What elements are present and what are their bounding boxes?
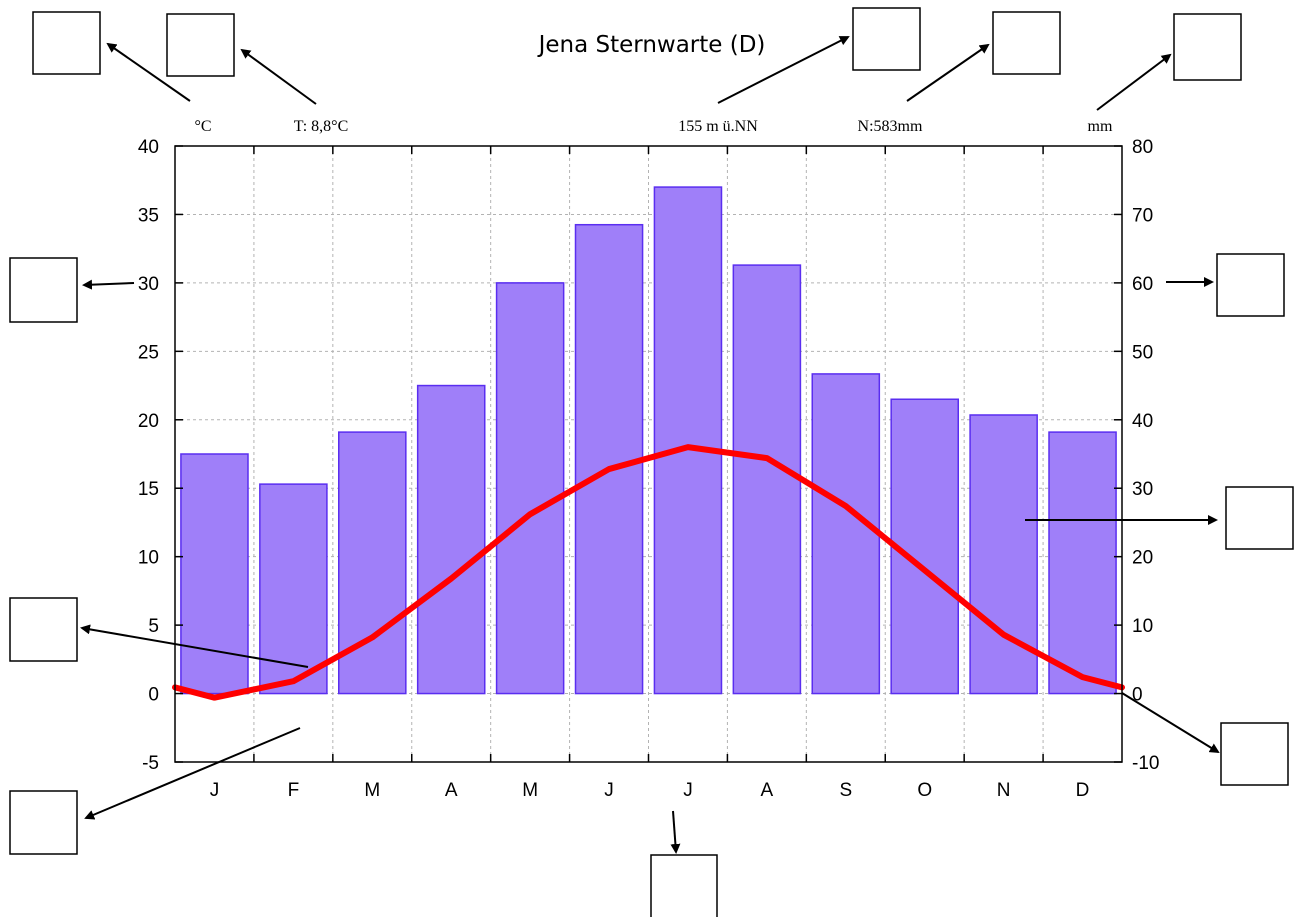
arrow-left-axis [82,279,135,290]
answer-box-location[interactable] [852,7,921,71]
precipitation-bar [1048,431,1117,695]
grid [175,146,1122,762]
answer-box-zero-line[interactable] [9,790,78,855]
answer-box-precipitation[interactable] [992,11,1061,75]
right-axis-labels: -10 0 10 20 30 40 50 60 70 80 [1132,137,1159,774]
left-axis-labels: -5 0 5 10 15 20 25 30 35 40 [138,137,159,774]
left-tick-label: 40 [138,137,159,158]
precipitation-bar [259,483,328,695]
temperature-line-layer [172,444,1125,701]
month-label: A [445,780,458,801]
worksheet-annotations [9,7,1294,917]
precipitation-bar [732,264,802,695]
arrow-location [717,36,850,104]
precipitation-bar [495,282,565,695]
precipitation-bar [338,431,407,695]
month-label: M [364,780,380,801]
answer-box-right-zero[interactable] [1220,722,1289,786]
answer-box-right-unit[interactable] [1173,13,1242,81]
right-tick-label: 70 [1132,205,1153,226]
arrow-right-zero [1121,692,1220,754]
precipitation-bar [969,414,1038,695]
right-tick-label: 30 [1132,479,1153,500]
chart-title: Jena Sternwarte (D) [537,32,766,58]
precipitation-bars [180,186,1117,695]
right-tick-label: 50 [1132,342,1153,363]
month-label: J [604,780,614,801]
precipitation-bar [890,398,959,695]
month-label: D [1076,780,1090,801]
right-tick-label: 60 [1132,274,1153,295]
month-label: S [839,780,852,801]
temperature-line [172,444,1125,701]
month-label: N [997,780,1011,801]
left-tick-label: 20 [138,411,159,432]
right-tick-label: 40 [1132,411,1153,432]
left-unit-label: °C [194,118,211,135]
answer-box-temperature-line[interactable] [9,597,78,662]
arrow-months [670,810,681,854]
right-tick-label: 10 [1132,616,1153,637]
right-tick-label: 80 [1132,137,1153,158]
precipitation-bar [811,373,881,695]
right-tick-label: -10 [1132,753,1159,774]
arrow-right-unit [1096,53,1172,111]
answer-box-left-unit[interactable] [32,11,101,75]
right-tick-label: 20 [1132,548,1153,569]
mean-temperature-label: T: 8,8°C [294,118,349,135]
left-tick-label: 0 [148,685,159,706]
precipitation-bar [416,384,486,695]
precipitation-bar [574,223,644,695]
precipitation-total-label: N:583mm [858,118,923,135]
answer-box-months[interactable] [650,854,718,917]
answer-box-left-axis[interactable] [9,257,78,323]
answer-box-temperature[interactable] [166,13,235,77]
arrow-zero-line [84,727,301,820]
arrow-left-unit [106,42,191,102]
answer-box-right-axis[interactable] [1216,253,1285,317]
axis-ticks [175,145,1122,763]
left-tick-label: 10 [138,548,159,569]
precipitation-bar [653,186,723,695]
month-label: M [522,780,538,801]
elevation-label: 155 m ü.NN [678,118,758,135]
month-label: J [683,780,693,801]
arrow-temperature [240,48,317,105]
left-tick-label: 15 [138,479,159,500]
arrow-temperature-line [80,624,309,668]
left-tick-label: 5 [148,616,159,637]
left-tick-label: 25 [138,342,159,363]
precipitation-bar [180,453,249,695]
month-label: O [917,780,932,801]
month-label: A [761,780,774,801]
right-tick-label: 0 [1132,685,1143,706]
arrow-precipitation [906,43,990,102]
answer-box-bars[interactable] [1225,486,1294,550]
left-tick-label: -5 [142,753,159,774]
left-tick-label: 35 [138,205,159,226]
month-label: F [288,780,300,801]
month-label: J [210,780,220,801]
right-unit-label: mm [1088,118,1113,135]
left-tick-label: 30 [138,274,159,295]
